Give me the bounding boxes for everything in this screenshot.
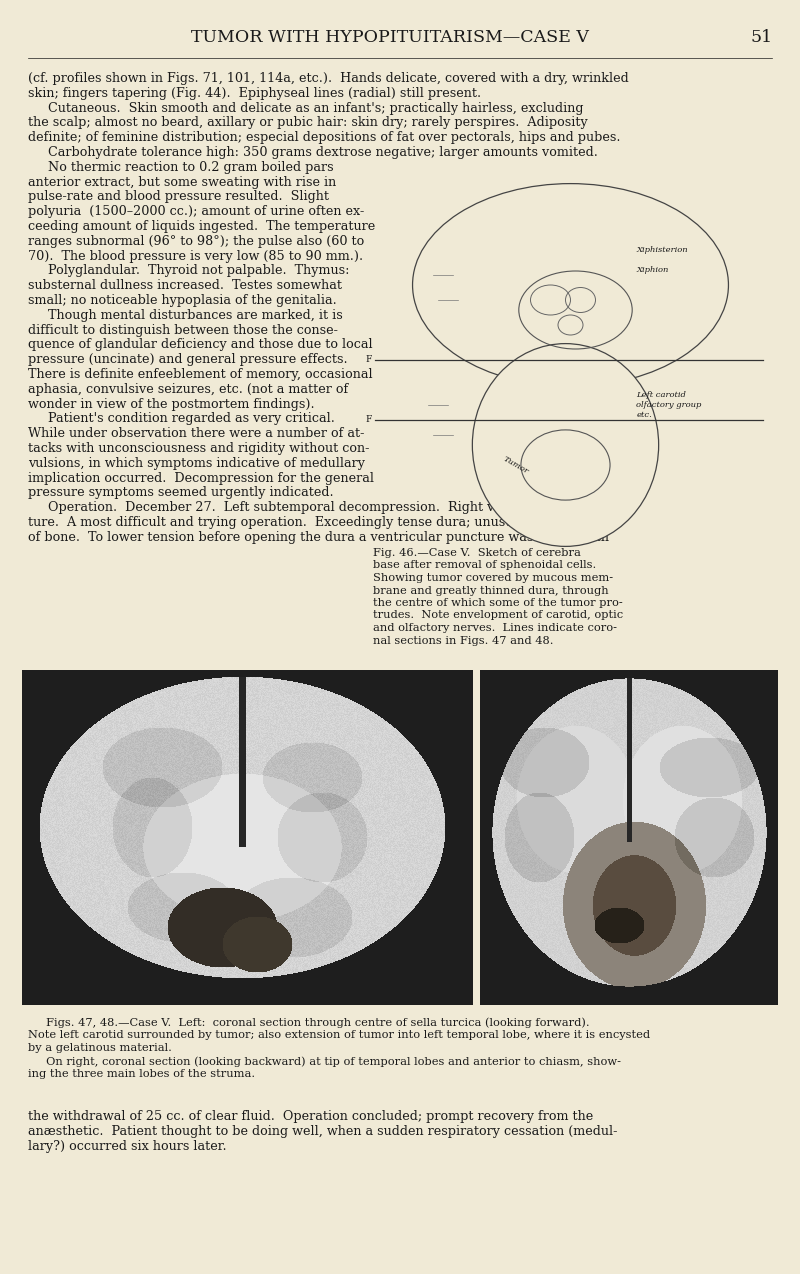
Text: substernal dullness increased.  Testes somewhat: substernal dullness increased. Testes so… <box>28 279 342 292</box>
Text: Xiphion: Xiphion <box>636 266 669 274</box>
Text: of bone.  To lower tension before opening the dura a ventricular puncture was ma: of bone. To lower tension before opening… <box>28 531 609 544</box>
Text: the withdrawal of 25 cc. of clear fluid.  Operation concluded; prompt recovery f: the withdrawal of 25 cc. of clear fluid.… <box>28 1110 594 1122</box>
Text: ranges subnormal (96° to 98°); the pulse also (60 to: ranges subnormal (96° to 98°); the pulse… <box>28 234 364 248</box>
Text: quence of glandular deficiency and those due to local: quence of glandular deficiency and those… <box>28 339 373 352</box>
Text: Polyglandular.  Thyroid not palpable.  Thymus:: Polyglandular. Thyroid not palpable. Thy… <box>28 265 350 278</box>
Text: implication occurred.  Decompression for the general: implication occurred. Decompression for … <box>28 471 374 484</box>
Text: Patient's condition regarded as very critical.: Patient's condition regarded as very cri… <box>28 413 335 426</box>
Text: by a gelatinous material.: by a gelatinous material. <box>28 1043 172 1054</box>
Text: There is definite enfeeblement of memory, occasional: There is definite enfeeblement of memory… <box>28 368 373 381</box>
Text: the centre of which some of the tumor pro-: the centre of which some of the tumor pr… <box>373 598 622 608</box>
Text: lary?) occurred six hours later.: lary?) occurred six hours later. <box>28 1140 226 1153</box>
Text: anæsthetic.  Patient thought to be doing well, when a sudden respiratory cessati: anæsthetic. Patient thought to be doing … <box>28 1125 618 1138</box>
Text: small; no noticeable hypoplasia of the genitalia.: small; no noticeable hypoplasia of the g… <box>28 294 337 307</box>
Text: ture.  A most difficult and trying operation.  Exceedingly tense dura; unusual v: ture. A most difficult and trying operat… <box>28 516 600 529</box>
Text: vulsions, in which symptoms indicative of medullary: vulsions, in which symptoms indicative o… <box>28 457 365 470</box>
Text: 70).  The blood pressure is very low (85 to 90 mm.).: 70). The blood pressure is very low (85 … <box>28 250 363 262</box>
Text: TUMOR WITH HYPOPITUITARISM—CASE V: TUMOR WITH HYPOPITUITARISM—CASE V <box>191 29 589 46</box>
Text: the scalp; almost no beard, axillary or pubic hair: skin dry; rarely perspires. : the scalp; almost no beard, axillary or … <box>28 116 588 130</box>
Text: aphasia, convulsive seizures, etc. (not a matter of: aphasia, convulsive seizures, etc. (not … <box>28 382 348 396</box>
Text: trudes.  Note envelopment of carotid, optic: trudes. Note envelopment of carotid, opt… <box>373 610 623 620</box>
Text: anterior extract, but some sweating with rise in: anterior extract, but some sweating with… <box>28 176 336 189</box>
Text: brane and greatly thinned dura, through: brane and greatly thinned dura, through <box>373 586 609 595</box>
Text: definite; of feminine distribution; especial depositions of fat over pectorals, : definite; of feminine distribution; espe… <box>28 131 621 144</box>
Text: pressure symptoms seemed urgently indicated.: pressure symptoms seemed urgently indica… <box>28 487 334 499</box>
Text: base after removal of sphenoidal cells.: base after removal of sphenoidal cells. <box>373 561 596 571</box>
Text: Tumor: Tumor <box>502 455 530 475</box>
Text: Figs. 47, 48.—Case V.  Left:  coronal section through centre of sella turcica (l: Figs. 47, 48.—Case V. Left: coronal sect… <box>28 1017 590 1028</box>
Text: Xiphisterion: Xiphisterion <box>636 246 688 254</box>
Text: Note left carotid surrounded by tumor; also extension of tumor into left tempora: Note left carotid surrounded by tumor; a… <box>28 1029 650 1040</box>
Text: wonder in view of the postmortem findings).: wonder in view of the postmortem finding… <box>28 397 314 410</box>
Ellipse shape <box>413 183 729 386</box>
Text: and olfactory nerves.  Lines indicate coro-: and olfactory nerves. Lines indicate cor… <box>373 623 617 633</box>
Text: skin; fingers tapering (Fig. 44).  Epiphyseal lines (radial) still present.: skin; fingers tapering (Fig. 44). Epiphy… <box>28 87 481 99</box>
Text: Though mental disturbances are marked, it is: Though mental disturbances are marked, i… <box>28 308 342 322</box>
Text: ceeding amount of liquids ingested.  The temperature: ceeding amount of liquids ingested. The … <box>28 220 375 233</box>
Text: 51: 51 <box>751 29 773 46</box>
Text: No thermic reaction to 0.2 gram boiled pars: No thermic reaction to 0.2 gram boiled p… <box>28 161 334 173</box>
Text: Carbohydrate tolerance high: 350 grams dextrose negative; larger amounts vomited: Carbohydrate tolerance high: 350 grams d… <box>28 147 598 159</box>
Text: While under observation there were a number of at-: While under observation there were a num… <box>28 427 364 441</box>
Text: nal sections in Figs. 47 and 48.: nal sections in Figs. 47 and 48. <box>373 636 554 646</box>
Text: On right, coronal section (looking backward) at tip of temporal lobes and anteri: On right, coronal section (looking backw… <box>28 1056 621 1066</box>
Text: F: F <box>366 415 372 424</box>
Text: ing the three main lobes of the struma.: ing the three main lobes of the struma. <box>28 1069 255 1079</box>
Text: Cutaneous.  Skin smooth and delicate as an infant's; practically hairless, exclu: Cutaneous. Skin smooth and delicate as a… <box>28 102 583 115</box>
Text: Operation.  December 27.  Left subtemporal decompression.  Right ventricular pun: Operation. December 27. Left subtemporal… <box>28 501 598 515</box>
Text: tacks with unconsciousness and rigidity without con-: tacks with unconsciousness and rigidity … <box>28 442 370 455</box>
Text: polyuria  (1500–2000 cc.); amount of urine often ex-: polyuria (1500–2000 cc.); amount of urin… <box>28 205 364 218</box>
Bar <box>373 155 778 545</box>
Ellipse shape <box>472 344 658 547</box>
Text: Left carotid
olfactory group
etc.: Left carotid olfactory group etc. <box>636 391 702 419</box>
Text: F: F <box>366 355 372 364</box>
Text: Fig. 46.—Case V.  Sketch of cerebra: Fig. 46.—Case V. Sketch of cerebra <box>373 548 581 558</box>
Text: Showing tumor covered by mucous mem-: Showing tumor covered by mucous mem- <box>373 573 613 583</box>
Text: (cf. profiles shown in Figs. 71, 101, 114a, etc.).  Hands delicate, covered with: (cf. profiles shown in Figs. 71, 101, 11… <box>28 73 629 85</box>
Text: pulse-rate and blood pressure resulted.  Slight: pulse-rate and blood pressure resulted. … <box>28 190 329 204</box>
Text: pressure (uncinate) and general pressure effects.: pressure (uncinate) and general pressure… <box>28 353 348 366</box>
Text: difficult to distinguish between those the conse-: difficult to distinguish between those t… <box>28 324 338 336</box>
